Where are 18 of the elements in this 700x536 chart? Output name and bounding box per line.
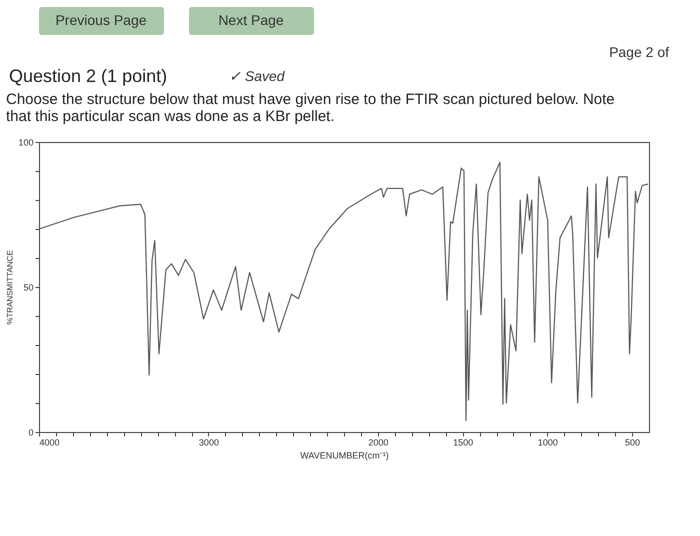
y-axis-title: %TRANSMITTANCE bbox=[5, 250, 14, 325]
x-tick-label: 4000 bbox=[40, 438, 60, 448]
x-tick-label: 1000 bbox=[538, 438, 558, 448]
x-tick-label: 3000 bbox=[198, 438, 219, 448]
line-series bbox=[38, 162, 649, 421]
y-tick-label: 50 bbox=[23, 282, 34, 292]
chart-title: Question 2 (1 point) bbox=[9, 66, 168, 86]
text: ✓ Saved bbox=[229, 68, 286, 84]
text: Page 2 of bbox=[609, 44, 670, 60]
x-tick-label: 500 bbox=[625, 438, 640, 448]
x-axis-title: WAVENUMBER(cm⁻¹) bbox=[300, 450, 389, 460]
x-tick-label: 2000 bbox=[368, 438, 388, 448]
chart-subtitle: Choose the structure below that must have given rise to the FTIR scan pictured below. Note that this particular scan was done as a KBr pellet. bbox=[6, 91, 615, 125]
y-tick-label: 100 bbox=[18, 138, 34, 148]
text: Next Page bbox=[218, 12, 284, 28]
text: Previous Page bbox=[55, 12, 147, 28]
x-tick-label: 1500 bbox=[453, 438, 474, 448]
y-tick-label: 0 bbox=[28, 428, 34, 438]
